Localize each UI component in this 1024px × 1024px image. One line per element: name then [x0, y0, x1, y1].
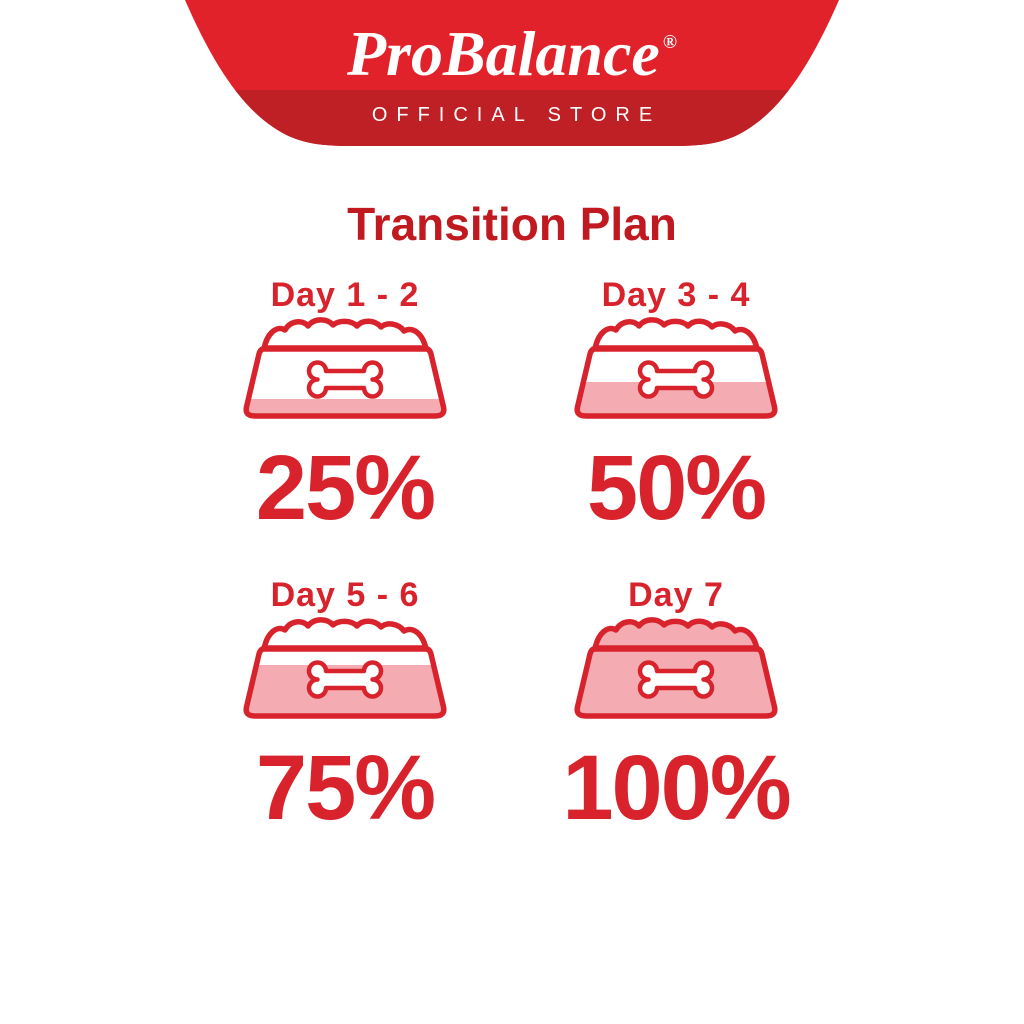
brand-logo-text: ProBalance — [346, 18, 660, 89]
banner-ribbon-shape — [185, 0, 839, 146]
bowl-outline — [574, 645, 778, 719]
transition-step-day-5-6: Day 5 - 6 75% — [200, 576, 490, 836]
brand-logo: ProBalance ® — [0, 4, 1024, 93]
day-range-label: Day 1 - 2 — [270, 276, 420, 314]
dog-bowl-icon — [243, 617, 447, 719]
day-range-label: Day 5 - 6 — [270, 576, 420, 614]
bone-icon — [306, 660, 384, 699]
transition-step-day-1-2: Day 1 - 2 25% — [200, 276, 490, 536]
percent-label: 100% — [562, 737, 791, 839]
day-range-label: Day 3 - 4 — [601, 276, 751, 314]
fill-level-indicator — [246, 399, 444, 416]
kibble-mound-icon — [592, 617, 760, 652]
percent-label: 25% — [255, 437, 436, 539]
page-title: Transition Plan — [347, 198, 677, 250]
bowl-outline — [243, 345, 447, 419]
percent-label: 50% — [586, 437, 767, 539]
bowl-outline — [574, 345, 778, 419]
bone-icon — [637, 360, 715, 399]
banner-dark-band — [185, 90, 839, 146]
bowl-outline — [243, 645, 447, 719]
transition-step-day-7: Day 7 100% — [531, 576, 821, 836]
bone-icon — [637, 660, 715, 699]
dog-bowl-icon — [574, 617, 778, 719]
transition-step-day-3-4: Day 3 - 4 50% — [531, 276, 821, 536]
kibble-mound-icon — [261, 617, 429, 652]
dog-bowl-icon — [243, 317, 447, 419]
bone-icon — [306, 360, 384, 399]
fill-level-indicator — [577, 619, 775, 716]
kibble-mound-icon — [261, 317, 429, 352]
percent-label: 75% — [255, 737, 436, 839]
official-store-label: OFFICIAL STORE — [371, 104, 662, 126]
kibble-mound-icon — [592, 317, 760, 352]
dog-bowl-icon — [574, 317, 778, 419]
day-range-label: Day 7 — [628, 576, 724, 614]
registered-trademark-icon: ® — [662, 32, 678, 53]
